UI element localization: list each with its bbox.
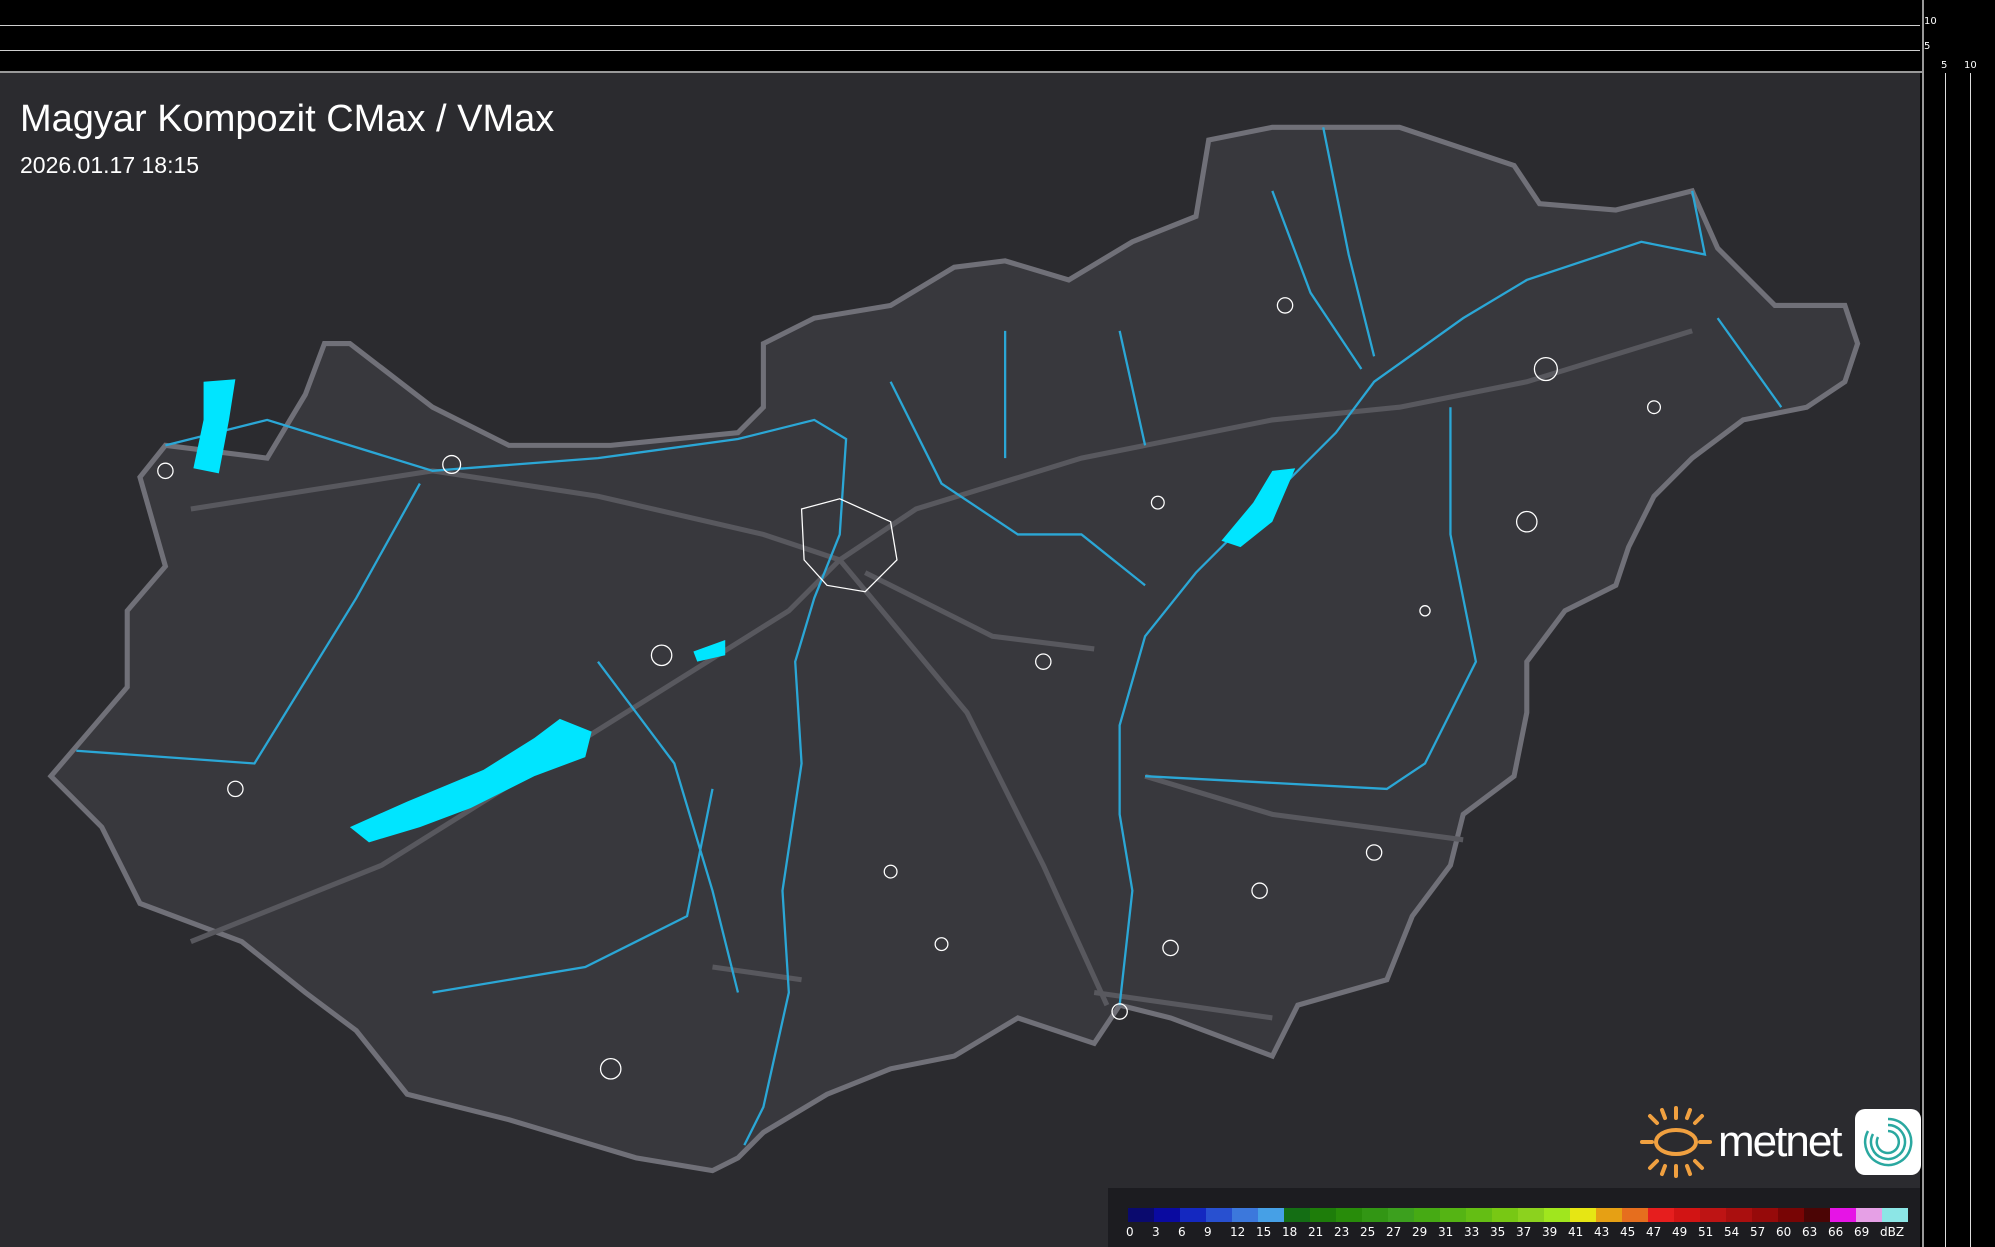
scale-line-10-vertical xyxy=(1970,73,1971,1247)
legend-swatch xyxy=(1830,1208,1856,1222)
legend-unit: dBZ xyxy=(1880,1225,1905,1239)
legend-swatch xyxy=(1128,1208,1154,1222)
lake-velence xyxy=(693,640,726,662)
towns xyxy=(157,297,1662,1080)
town-budapest xyxy=(800,498,898,593)
legend-swatch xyxy=(1648,1208,1674,1222)
legend-label: 3 xyxy=(1152,1225,1160,1239)
legend-label: 41 xyxy=(1568,1225,1584,1239)
legend-label: 27 xyxy=(1386,1225,1402,1239)
legend-label: 23 xyxy=(1334,1225,1350,1239)
legend-swatch xyxy=(1596,1208,1622,1222)
profile-divider-vertical xyxy=(1922,0,1924,1247)
legend-swatch xyxy=(1336,1208,1362,1222)
legend-label: 31 xyxy=(1438,1225,1454,1239)
legend-label: 15 xyxy=(1256,1225,1272,1239)
legend-label: 60 xyxy=(1776,1225,1792,1239)
legend-swatch xyxy=(1388,1208,1414,1222)
legend-labels: 0 3 6 9 12 15 18 21 23 25 27 29 31 33 35 37 39 41 43 45 47 49… xyxy=(1126,1225,1904,1239)
legend-swatch xyxy=(1700,1208,1726,1222)
lake-tisza xyxy=(1221,468,1296,548)
legend-label: 49 xyxy=(1672,1225,1688,1239)
legend-swatch xyxy=(1778,1208,1804,1222)
legend-swatch xyxy=(1674,1208,1700,1222)
legend-swatch xyxy=(1258,1208,1284,1222)
legend-swatch xyxy=(1544,1208,1570,1222)
legend-swatches xyxy=(1128,1208,1908,1222)
scale-label: 5 xyxy=(1941,60,1948,71)
legend-label: 33 xyxy=(1464,1225,1480,1239)
legend-label: 25 xyxy=(1360,1225,1376,1239)
river-danube xyxy=(165,418,848,1146)
legend-swatch xyxy=(1492,1208,1518,1222)
legend-swatch xyxy=(1882,1208,1908,1222)
map-timestamp: 2026.01.17 18:15 xyxy=(20,152,200,178)
scale-line-5-vertical xyxy=(1945,73,1946,1247)
top-profile-panel xyxy=(0,0,1995,73)
legend-label: 57 xyxy=(1750,1225,1766,1239)
profile-divider xyxy=(0,71,1995,73)
legend-swatch xyxy=(1414,1208,1440,1222)
legend-label: 9 xyxy=(1204,1225,1212,1239)
right-profile-panel xyxy=(1922,0,1995,1247)
legend-label: 66 xyxy=(1828,1225,1844,1239)
legend-label: 21 xyxy=(1308,1225,1324,1239)
legend-swatch xyxy=(1310,1208,1336,1222)
legend-swatch xyxy=(1180,1208,1206,1222)
legend-swatch xyxy=(1362,1208,1388,1222)
lake-balaton xyxy=(349,718,592,843)
app-icon xyxy=(1854,1109,1921,1175)
legend-label: 35 xyxy=(1490,1225,1506,1239)
legend-swatch xyxy=(1570,1208,1596,1222)
hungary-map xyxy=(47,124,1861,1174)
scale-line-10 xyxy=(0,25,1920,26)
legend-swatch xyxy=(1752,1208,1778,1222)
legend-swatch xyxy=(1856,1208,1882,1222)
legend-label: 51 xyxy=(1698,1225,1714,1239)
legend-swatch xyxy=(1466,1208,1492,1222)
legend-label: 63 xyxy=(1802,1225,1818,1239)
legend-swatch xyxy=(1726,1208,1752,1222)
rivers xyxy=(76,127,1783,1146)
legend-label: 69 xyxy=(1854,1225,1870,1239)
legend-label: 39 xyxy=(1542,1225,1558,1239)
swirl-icon xyxy=(1863,1117,1912,1167)
sun-icon xyxy=(1640,1106,1712,1178)
legend-swatch xyxy=(1284,1208,1310,1222)
roads xyxy=(189,328,1693,1021)
lake-neusiedl xyxy=(193,379,236,474)
logo-text: metnet xyxy=(1718,1117,1843,1166)
river-tisza xyxy=(1118,190,1707,1006)
legend-label: 29 xyxy=(1412,1225,1428,1239)
legend-swatch xyxy=(1154,1208,1180,1222)
legend-label: 12 xyxy=(1230,1225,1246,1239)
metnet-logo: metnet xyxy=(1638,1104,1921,1180)
legend-label: 6 xyxy=(1178,1225,1186,1239)
legend-swatch xyxy=(1232,1208,1258,1222)
country-hungary xyxy=(47,124,1861,1174)
legend-label: 37 xyxy=(1516,1225,1532,1239)
legend-label: 47 xyxy=(1646,1225,1662,1239)
scale-label: 10 xyxy=(1964,60,1977,71)
legend-label: 43 xyxy=(1594,1225,1610,1239)
radar-map[interactable] xyxy=(0,73,1920,1247)
legend-swatch xyxy=(1518,1208,1544,1222)
scale-label: 10 xyxy=(1924,16,1937,27)
legend-swatch xyxy=(1622,1208,1648,1222)
dbz-color-legend: 0 3 6 9 12 15 18 21 23 25 27 29 31 33 35 37 39 41 43 45 47 49… xyxy=(1108,1188,1920,1247)
scale-line-5 xyxy=(0,50,1920,51)
legend-label: 0 xyxy=(1126,1225,1134,1239)
scale-label: 5 xyxy=(1924,41,1931,52)
lakes xyxy=(193,379,1296,843)
legend-label: 18 xyxy=(1282,1225,1298,1239)
legend-swatch xyxy=(1804,1208,1830,1222)
legend-swatch xyxy=(1206,1208,1232,1222)
legend-label: 54 xyxy=(1724,1225,1740,1239)
legend-swatch xyxy=(1440,1208,1466,1222)
legend-label: 45 xyxy=(1620,1225,1636,1239)
map-title: Magyar Kompozit CMax / VMax xyxy=(20,98,555,140)
